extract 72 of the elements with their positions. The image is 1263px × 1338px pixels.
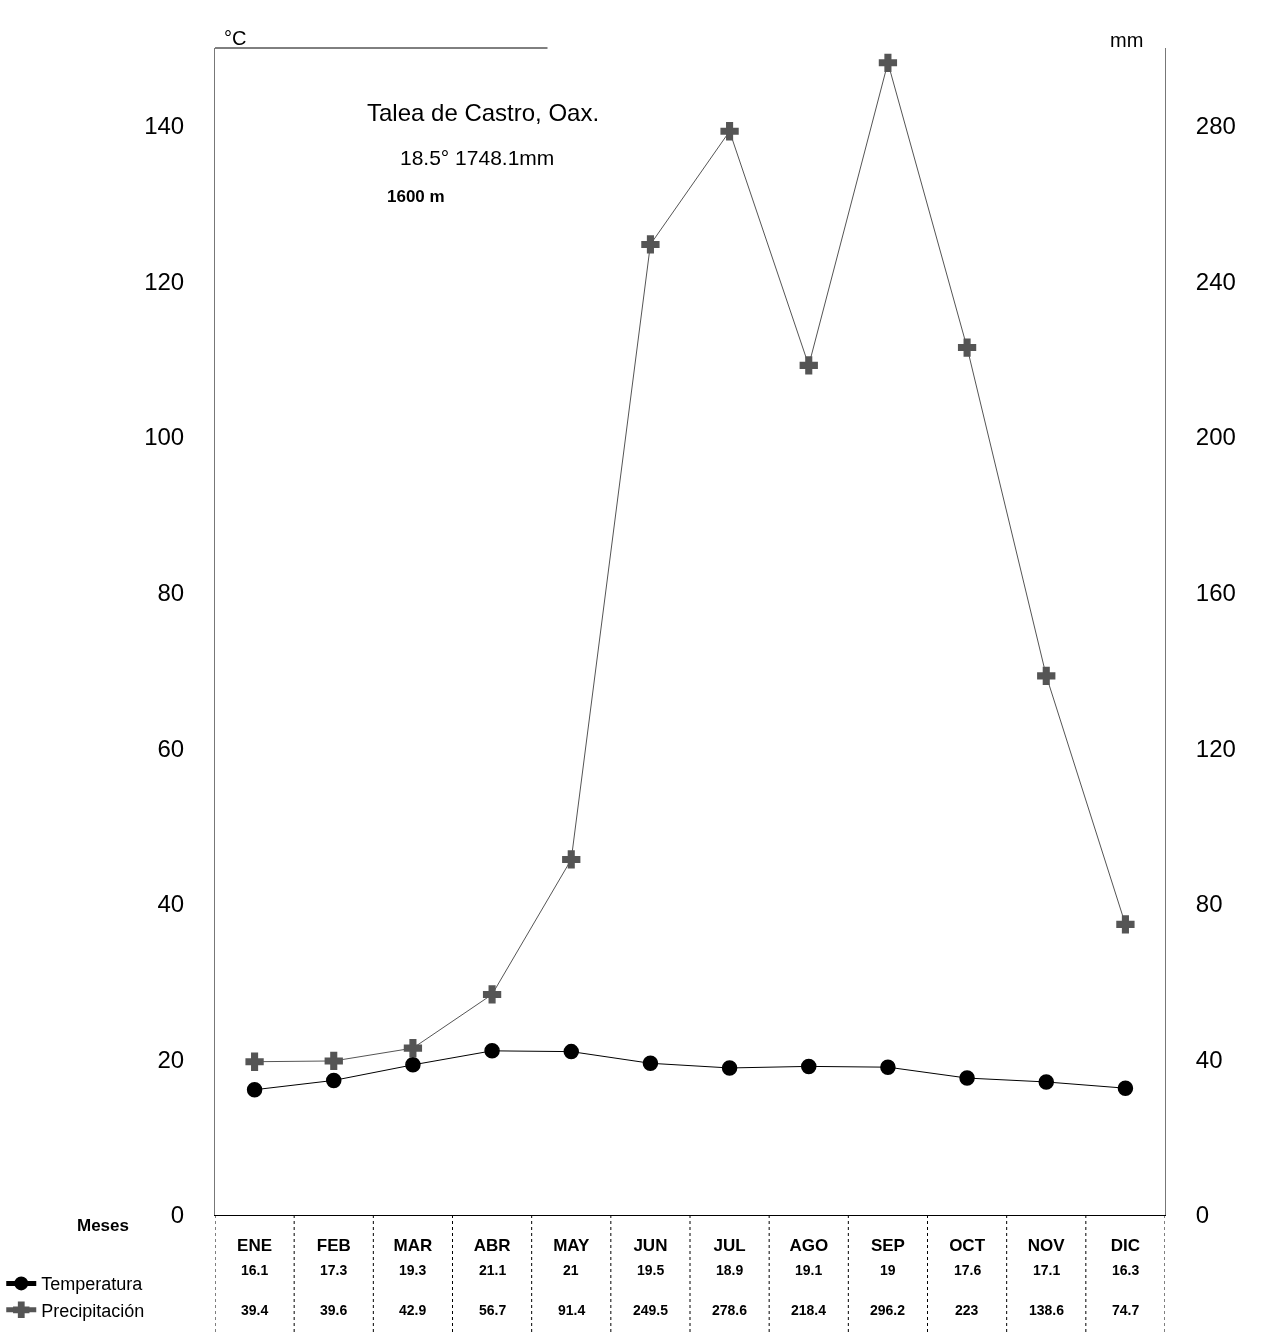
y2-tick-label: 240 <box>1195 267 1236 295</box>
data-label: 218.4 <box>791 1302 827 1318</box>
y2-tick-label: 80 <box>1195 890 1223 918</box>
legend-label: Precipitación <box>41 1300 145 1321</box>
x-tick-label: FEB <box>316 1236 351 1256</box>
text: Talea de Castro, Oax. <box>367 99 600 126</box>
x-tick-label: OCT <box>949 1236 986 1256</box>
point <box>1116 915 1135 934</box>
y2-tick-label: 120 <box>1195 734 1236 762</box>
text: Meses <box>77 1216 129 1235</box>
y-tick-label: 120 <box>144 267 185 295</box>
x-tick-label: JUN <box>633 1236 668 1256</box>
data-label: 42.9 <box>399 1302 427 1318</box>
x-tick-label: MAY <box>553 1236 591 1256</box>
data-label: 19.1 <box>795 1262 823 1278</box>
data-label: 56.7 <box>479 1302 507 1318</box>
data-label: 39.6 <box>320 1302 348 1318</box>
point <box>245 1052 264 1071</box>
data-label: 296.2 <box>870 1302 906 1318</box>
point <box>878 53 898 72</box>
point <box>324 1051 343 1071</box>
data-label: 21 <box>563 1262 579 1278</box>
x-tick-label: JUL <box>713 1236 746 1256</box>
point <box>799 356 818 375</box>
data-label: 223 <box>955 1302 979 1318</box>
y-tick-label: 40 <box>157 890 185 918</box>
x-tick-label: ENE <box>237 1236 273 1256</box>
data-label: 17.6 <box>954 1262 982 1278</box>
point <box>720 122 739 141</box>
y2-tick-label: 200 <box>1195 423 1236 451</box>
data-label: 19 <box>880 1262 896 1278</box>
y-tick-label: 100 <box>144 423 185 451</box>
y-tick-label: 80 <box>157 579 185 606</box>
y-tick-label: 0 <box>170 1201 185 1229</box>
x-tick-label: DIC <box>1110 1236 1141 1256</box>
data-label: 138.6 <box>1029 1302 1065 1318</box>
point <box>1037 666 1056 685</box>
y2-tick-label: 160 <box>1195 579 1236 606</box>
x-tick-label: MAR <box>393 1236 433 1256</box>
data-label: 39.4 <box>241 1302 269 1318</box>
data-label: 91.4 <box>558 1302 586 1318</box>
y2-tick-label: 40 <box>1195 1045 1223 1073</box>
data-label: 278.6 <box>712 1302 748 1318</box>
y-tick-label: 60 <box>157 734 185 762</box>
x-tick-label: ABR <box>473 1236 511 1256</box>
text: 18.5° 1748.1mm <box>400 146 555 169</box>
x-tick-label: NOV <box>1027 1236 1066 1256</box>
y-axis-title: °C <box>224 27 247 49</box>
y-tick-label: 140 <box>144 112 185 140</box>
data-label: 17.1 <box>1033 1262 1061 1278</box>
y2-tick-label: 280 <box>1195 112 1236 140</box>
data-label: 19.5 <box>637 1262 665 1278</box>
legend-label: Temperatura <box>41 1274 144 1295</box>
data-label: 19.3 <box>399 1262 427 1278</box>
data-label: 249.5 <box>633 1302 669 1318</box>
point <box>957 338 977 357</box>
point <box>403 1038 423 1058</box>
y-tick-label: 20 <box>157 1045 185 1073</box>
annotation: 1600 m <box>387 187 445 206</box>
data-label: 17.3 <box>320 1262 348 1278</box>
y2-tick-label: 0 <box>1195 1201 1210 1229</box>
data-label: 21.1 <box>479 1262 507 1278</box>
data-label: 74.7 <box>1112 1302 1140 1318</box>
point <box>562 850 581 869</box>
x-tick-label: AGO <box>789 1236 829 1256</box>
x-tick-label: SEP <box>870 1236 905 1256</box>
point <box>641 235 660 254</box>
data-label: 18.9 <box>716 1262 744 1278</box>
y2-axis-title: mm <box>1110 29 1144 51</box>
data-label: 16.3 <box>1112 1262 1140 1278</box>
data-label: 16.1 <box>241 1262 269 1278</box>
point <box>482 985 502 1004</box>
